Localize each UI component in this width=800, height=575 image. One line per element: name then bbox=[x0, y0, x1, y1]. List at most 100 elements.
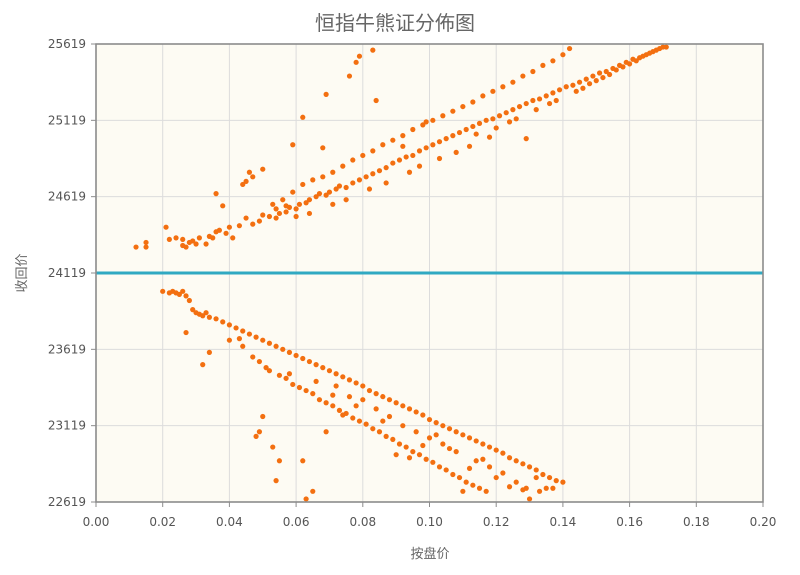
data-point bbox=[436, 464, 443, 470]
data-point bbox=[606, 71, 613, 78]
data-point bbox=[466, 143, 473, 149]
data-point bbox=[647, 50, 653, 56]
data-point bbox=[500, 470, 506, 476]
data-point bbox=[500, 450, 506, 456]
data-point bbox=[433, 432, 439, 438]
data-point bbox=[486, 134, 493, 140]
data-point bbox=[280, 346, 286, 352]
data-point bbox=[540, 471, 546, 478]
y-tick-label: 22619 bbox=[48, 495, 86, 509]
data-point bbox=[466, 435, 473, 441]
data-point bbox=[176, 291, 182, 297]
data-point bbox=[356, 177, 363, 183]
data-point bbox=[430, 117, 436, 123]
data-point bbox=[183, 293, 189, 299]
data-point bbox=[450, 133, 456, 139]
data-point bbox=[453, 149, 459, 155]
data-point bbox=[510, 107, 516, 113]
data-point bbox=[406, 406, 413, 412]
data-point bbox=[350, 157, 356, 163]
data-point bbox=[430, 459, 436, 465]
data-point bbox=[180, 288, 186, 294]
data-point bbox=[580, 85, 586, 91]
data-point bbox=[410, 126, 416, 133]
data-point bbox=[236, 223, 242, 229]
data-point bbox=[470, 482, 476, 488]
data-point bbox=[410, 449, 416, 455]
data-point bbox=[290, 189, 296, 195]
data-point bbox=[506, 484, 513, 490]
data-point bbox=[416, 148, 423, 154]
data-point bbox=[490, 88, 496, 94]
data-points bbox=[133, 44, 669, 502]
data-point bbox=[516, 103, 523, 110]
data-point bbox=[306, 358, 313, 365]
data-point bbox=[226, 337, 232, 343]
data-point bbox=[420, 442, 426, 449]
data-point bbox=[256, 218, 263, 224]
data-point bbox=[613, 67, 619, 73]
data-point bbox=[373, 391, 379, 397]
data-point bbox=[546, 100, 553, 107]
data-point bbox=[313, 362, 319, 368]
data-point bbox=[213, 191, 219, 197]
data-point bbox=[413, 429, 419, 435]
x-axis-title: 按盘价 bbox=[410, 546, 449, 562]
data-point bbox=[363, 174, 369, 180]
data-point bbox=[453, 449, 459, 455]
data-point bbox=[240, 181, 246, 188]
data-point bbox=[280, 197, 286, 203]
data-point bbox=[586, 81, 593, 87]
data-point bbox=[373, 406, 379, 412]
data-point bbox=[256, 429, 263, 435]
data-point bbox=[640, 53, 646, 59]
data-point bbox=[460, 488, 466, 494]
data-point bbox=[193, 241, 199, 247]
data-point bbox=[306, 197, 313, 203]
x-tick-label: 0.16 bbox=[616, 515, 643, 529]
data-point bbox=[296, 384, 303, 391]
data-point bbox=[320, 365, 326, 371]
data-point bbox=[436, 139, 443, 145]
data-point bbox=[443, 136, 449, 142]
data-point bbox=[293, 206, 299, 212]
data-point bbox=[260, 413, 266, 420]
data-point bbox=[550, 485, 556, 491]
data-point bbox=[440, 441, 446, 447]
data-point bbox=[220, 203, 226, 209]
data-point bbox=[413, 409, 419, 415]
data-point bbox=[410, 152, 416, 159]
data-point bbox=[566, 45, 573, 52]
data-point bbox=[190, 307, 196, 313]
data-point bbox=[493, 447, 499, 453]
data-point bbox=[383, 165, 389, 171]
data-point bbox=[203, 241, 209, 247]
data-point bbox=[286, 371, 293, 377]
x-tick-label: 0.18 bbox=[683, 515, 710, 529]
data-point bbox=[343, 184, 349, 191]
data-point bbox=[283, 209, 289, 215]
data-point bbox=[203, 310, 209, 316]
data-point bbox=[627, 61, 633, 67]
data-point bbox=[533, 467, 539, 473]
x-tick-label: 0.02 bbox=[149, 515, 176, 529]
data-point bbox=[576, 79, 583, 85]
data-point bbox=[396, 441, 403, 447]
data-point bbox=[336, 183, 343, 189]
data-point bbox=[513, 479, 519, 485]
y-tick-label: 25619 bbox=[48, 37, 86, 51]
y-tick-label: 25119 bbox=[48, 113, 86, 127]
data-point bbox=[530, 97, 536, 104]
data-point bbox=[456, 474, 463, 481]
data-point bbox=[446, 426, 453, 432]
data-point bbox=[310, 391, 316, 397]
data-point bbox=[320, 145, 326, 151]
data-point bbox=[376, 168, 383, 174]
x-tick-label: 0.14 bbox=[550, 515, 577, 529]
data-point bbox=[253, 334, 259, 340]
data-point bbox=[360, 152, 366, 159]
data-point bbox=[340, 163, 346, 169]
data-point bbox=[543, 93, 549, 99]
data-point bbox=[403, 444, 409, 450]
data-point bbox=[350, 415, 356, 421]
